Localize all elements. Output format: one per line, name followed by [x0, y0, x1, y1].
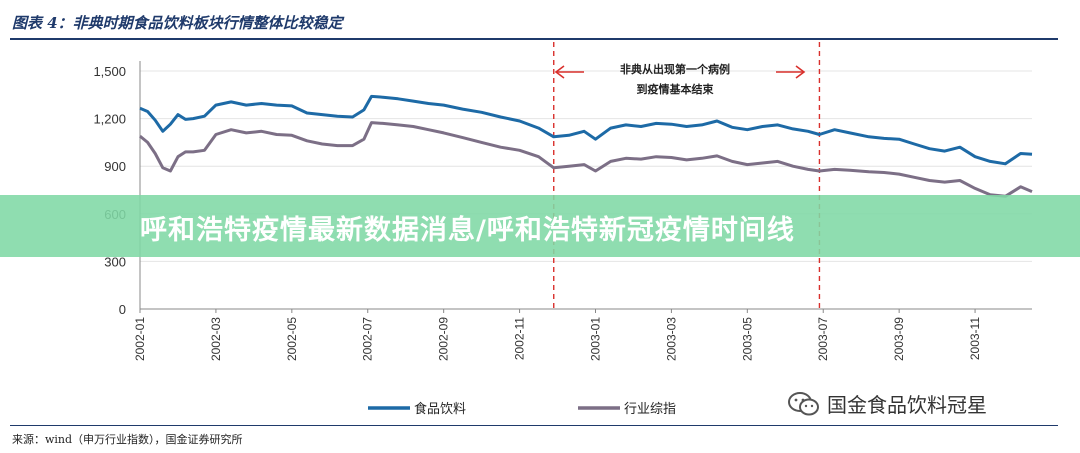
legend: 食品饮料 行业综指	[368, 401, 676, 417]
x-tick-label: 2002-03	[209, 317, 223, 361]
legend-label-food: 食品饮料	[414, 401, 466, 417]
x-tick-label: 2002-09	[437, 317, 451, 361]
annotation-line2: 到疫情基本结束	[637, 82, 715, 96]
title-rule	[10, 38, 1058, 40]
x-tick-label: 2003-11	[968, 317, 982, 360]
watermark: 国金食品饮料冠星	[787, 389, 987, 418]
series-line-0	[139, 94, 1033, 166]
x-tick-label: 2003-07	[816, 317, 830, 361]
overlay-banner	[0, 195, 1080, 257]
right-arrow-icon	[776, 65, 806, 79]
x-tick-label: 2003-05	[740, 317, 754, 361]
x-tick-label: 2003-03	[664, 317, 678, 361]
legend-label-industry: 行业综指	[624, 402, 676, 417]
x-tick-label: 2002-01	[133, 317, 147, 361]
x-tick-label: 2002-11	[513, 317, 527, 360]
annotation: 非典从出现第一个病例 到疫情基本结束	[554, 62, 806, 96]
y-tick-label: 1,500	[93, 64, 126, 79]
axes	[139, 61, 1032, 310]
source-rule	[10, 425, 1058, 426]
y-tick-label: 1,200	[93, 112, 126, 127]
y-tick-label: 300	[104, 254, 126, 269]
watermark-text: 国金食品饮料冠星	[827, 393, 987, 417]
series-lines	[139, 94, 1033, 198]
wechat-logo-icon	[788, 391, 819, 415]
series-line-1	[139, 121, 1033, 198]
figure-title: 图表 4：非典时期食品饮料板块行情整体比较稳定	[12, 14, 343, 32]
annotation-line1: 非典从出现第一个病例	[620, 62, 730, 76]
banner-headline: 呼和浩特疫情最新数据消息/呼和浩特新冠疫情时间线	[140, 215, 795, 246]
y-tick-label: 900	[104, 159, 126, 174]
x-tick-label: 2002-05	[285, 317, 299, 361]
y-tick-label: 0	[119, 302, 126, 317]
x-tick-label: 2003-01	[588, 317, 602, 361]
x-tick-label: 2002-07	[361, 317, 375, 361]
left-arrow-icon	[554, 65, 584, 79]
y-grid	[140, 70, 1032, 310]
x-tick-label: 2003-09	[892, 317, 906, 361]
source-note: 来源：wind（申万行业指数），国金证券研究所	[12, 433, 243, 446]
x-tick-labels: 2002-01 2002-03 2002-05 2002-07 2002-09 2002-…	[133, 309, 982, 361]
